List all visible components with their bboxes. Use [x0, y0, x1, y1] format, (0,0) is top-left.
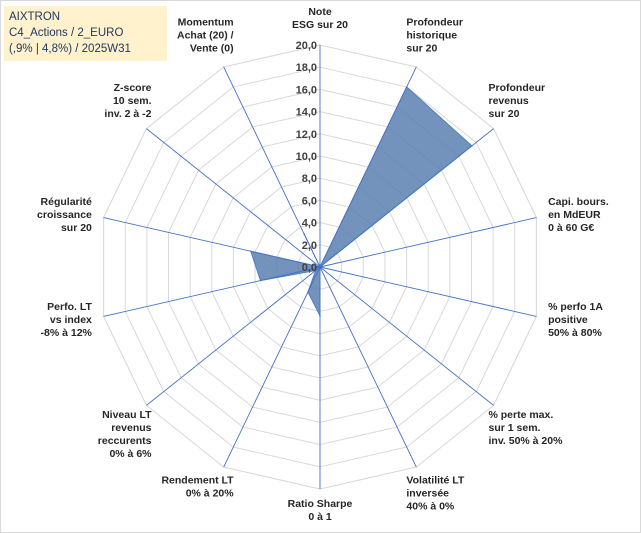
axis-label-6-line-2: 40% à 0% [406, 501, 455, 513]
axis-label-13-line-1: Achat (20) / [177, 29, 234, 41]
spoke-13 [223, 66, 321, 268]
header-period: (,9% | 4,8%) / 2025W31 [9, 43, 131, 55]
axis-label-3-line-2: 0 à 60 G€ [548, 222, 594, 234]
axis-label-10-line-2: -8% à 12% [41, 327, 93, 339]
axis-label-6-line-1: inversée [406, 488, 449, 500]
spoke-5 [319, 266, 494, 406]
axis-label-9-line-3: 0% à 6% [109, 448, 152, 460]
chart-header: AIXTRON C4_Actions / 2_EURO (,9% | 4,8%)… [4, 6, 167, 61]
axis-label-13-line-2: Vente (0) [190, 42, 234, 54]
axis-label-8-line-0: Rendement LT [161, 475, 234, 487]
radar-tick-labels: 0,0 2,0 4,0 6,0 8,0 10,0 12,0 14,0 16,0 18,0 20,0 [296, 40, 317, 274]
axis-label-0-line-1: ESG sur 20 [292, 19, 348, 31]
tick-label-4: 8,0 [302, 173, 317, 185]
axis-label-3-line-0: Capi. bours. [548, 196, 609, 208]
tick-label-9: 18,0 [296, 62, 317, 74]
axis-label-13-line-0: Momentum [178, 16, 234, 28]
axis-label-11-line-1: croissance [37, 209, 92, 221]
tick-label-8: 16,0 [296, 84, 317, 96]
tick-label-10: 20,0 [296, 40, 317, 52]
radar-spokes [103, 45, 537, 489]
spoke-11 [103, 217, 321, 268]
axis-label-5-line-0: % perte max. [489, 409, 554, 421]
axis-label-10-line-1: vs index [50, 314, 92, 326]
axis-label-9-line-0: Niveau LT [102, 409, 152, 421]
axis-label-6-line-0: Volatilité LT [406, 475, 465, 487]
axis-label-9-line-2: reccurents [98, 435, 152, 447]
axis-label-10-line-0: Perfo. LT [47, 301, 92, 313]
axis-label-2-line-1: revenus [489, 95, 529, 107]
axis-label-8-line-1: 0% à 20% [186, 488, 235, 500]
header-category: C4_Actions / 2_EURO [9, 27, 124, 39]
spoke-8 [223, 266, 321, 468]
axis-label-5-line-2: inv. 50% à 20% [489, 435, 564, 447]
axis-label-4-line-0: % perfo 1A [548, 301, 603, 313]
axis-label-1-line-1: historique [406, 29, 457, 41]
tick-label-0: 0,0 [302, 262, 317, 274]
axis-label-1-line-0: Profondeur [406, 16, 463, 28]
tick-label-1: 2,0 [302, 240, 317, 252]
tick-label-3: 6,0 [302, 195, 317, 207]
tick-label-6: 12,0 [296, 129, 317, 141]
axis-label-11-line-2: sur 20 [61, 222, 92, 234]
tick-label-2: 4,0 [302, 218, 317, 230]
axis-label-2-line-2: sur 20 [489, 108, 520, 120]
header-company: AIXTRON [9, 11, 61, 23]
axis-label-1-line-2: sur 20 [406, 42, 437, 54]
spoke-12 [146, 128, 321, 268]
tick-label-5: 10,0 [296, 151, 317, 163]
axis-label-2-line-0: Profondeur [489, 82, 546, 94]
axis-label-4-line-2: 50% à 80% [548, 327, 602, 339]
axis-label-4-line-1: positive [548, 314, 588, 326]
axis-label-12-line-0: Z-score [114, 82, 152, 94]
axis-label-3-line-1: en MdEUR [548, 209, 601, 221]
axis-label-7-line-0: Ratio Sharpe [288, 498, 353, 510]
axis-label-7-line-1: 0 à 1 [308, 511, 332, 523]
axis-label-5-line-1: sur 1 sem. [489, 422, 541, 434]
axis-label-9-line-1: revenus [111, 422, 151, 434]
axis-label-8: Rendement LT0% à 20% [161, 475, 234, 500]
spoke-2 [319, 128, 494, 268]
axis-label-12-line-1: 10 sem. [113, 95, 152, 107]
spoke-3 [319, 217, 537, 268]
axis-label-5: % perte max.sur 1 sem.inv. 50% à 20% [489, 409, 564, 447]
spoke-6 [319, 266, 417, 468]
axis-label-0-line-0: Note [308, 6, 331, 18]
spoke-1 [319, 66, 417, 268]
spoke-4 [319, 266, 537, 317]
axis-label-11-line-0: Régularité [41, 196, 93, 208]
spoke-9 [146, 266, 321, 406]
axis-label-12-line-2: inv. 2 à -2 [104, 108, 151, 120]
spoke-10 [103, 266, 321, 317]
tick-label-7: 14,0 [296, 107, 317, 119]
